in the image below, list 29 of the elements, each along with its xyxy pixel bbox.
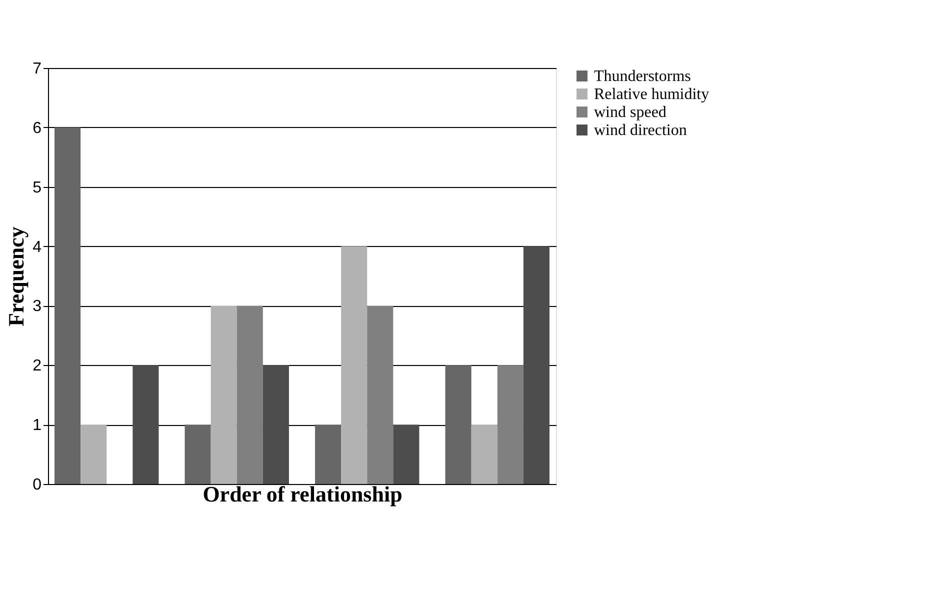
legend-label: wind speed [594,104,666,121]
y-tick-label: 7 [32,60,42,78]
y-tick-label: 4 [32,238,42,256]
bar [184,424,211,484]
y-tick-label: 6 [32,120,42,137]
bar [80,424,107,484]
bar [523,246,550,484]
y-tick-label: 1 [32,417,42,434]
bar [497,365,524,484]
bar [367,306,394,484]
y-tick-label: 2 [32,358,42,375]
bar [210,306,237,484]
y-tick-label: 5 [32,179,42,196]
legend-label: Relative humidity [594,86,710,103]
bar [445,365,472,484]
bar [471,424,498,484]
y-axis-title: Frequency [4,226,29,326]
y-tick-label: 0 [32,476,42,494]
bar [54,127,81,484]
legend-label: Thunderstorms [594,68,691,85]
legend-label: wind direction [594,122,687,139]
bar [341,246,368,484]
bar [132,365,159,484]
y-tick-label: 3 [32,298,42,316]
bar [236,306,263,484]
bar [262,365,289,484]
bar [393,424,420,484]
x-axis-title: Order of relationship [202,482,402,506]
bar [315,424,342,484]
